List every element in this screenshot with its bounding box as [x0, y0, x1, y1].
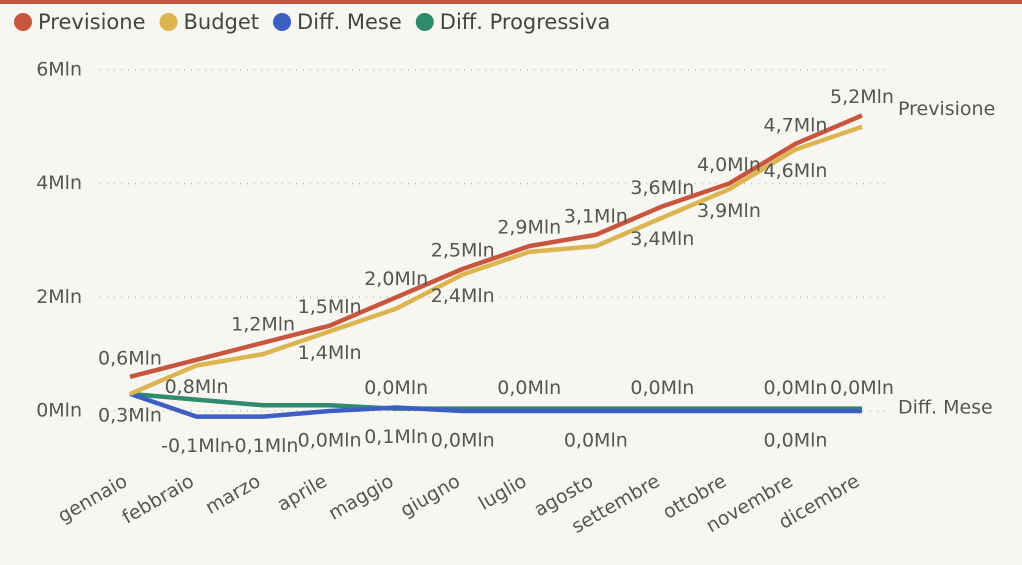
data-label: 2,0Mln [364, 268, 428, 290]
data-label: 1,2Mln [231, 313, 295, 335]
data-label: 0,0Mln [830, 377, 894, 399]
x-tick-label: gennaio [54, 470, 131, 527]
top-bar [0, 0, 1022, 4]
data-label: 3,6Mln [630, 177, 694, 199]
series-end-label: Diff. Mese [898, 396, 993, 418]
x-tick-label: febbraio [119, 470, 198, 528]
data-label: -0,1Mln [228, 435, 299, 457]
data-label: 0,0Mln [630, 377, 694, 399]
data-label: 2,9Mln [497, 217, 561, 239]
data-label: 3,9Mln [697, 200, 761, 222]
y-tick-label: 6Mln [36, 58, 82, 80]
data-label: 0,0Mln [763, 377, 827, 399]
data-label: 0,0Mln [497, 377, 561, 399]
legend-marker [415, 13, 434, 31]
legend-marker [273, 13, 292, 31]
series-line [129, 391, 862, 411]
y-tick-label: 0Mln [36, 399, 82, 421]
x-tick-label: giugno [397, 470, 464, 522]
legend-label: Diff. Mese [297, 10, 402, 34]
legend-label: Diff. Progressiva [440, 10, 611, 34]
data-label: 2,4Mln [431, 285, 495, 307]
data-label: 1,4Mln [298, 342, 362, 364]
data-label: 3,1Mln [564, 205, 628, 227]
series-end-label: Previsione [898, 98, 995, 120]
x-tick-label: maggio [325, 470, 398, 525]
data-label: 2,5Mln [431, 239, 495, 261]
data-label: 0,1Mln [364, 426, 428, 448]
data-label: 5,2Mln [830, 86, 894, 108]
data-label: 0,0Mln [564, 429, 628, 451]
data-label: 1,5Mln [298, 296, 362, 318]
data-label: 4,7Mln [763, 114, 827, 136]
series-line [129, 124, 863, 396]
legend-label: Previsione [38, 10, 146, 34]
data-label: 0,8Mln [165, 376, 229, 398]
data-label: 4,6Mln [763, 160, 827, 182]
series-line [129, 391, 862, 419]
data-label: 0,0Mln [298, 429, 362, 451]
legend-label: Budget [184, 10, 260, 34]
data-label: 0,0Mln [364, 377, 428, 399]
x-tick-label: marzo [202, 470, 265, 519]
legend-marker [159, 13, 178, 31]
data-label: 3,4Mln [630, 228, 694, 250]
data-label: 0,0Mln [431, 429, 495, 451]
data-label: 4,0Mln [697, 154, 761, 176]
data-label: -0,1Mln [161, 435, 232, 457]
y-tick-label: 4Mln [36, 172, 82, 194]
data-label: 0,0Mln [763, 429, 827, 451]
x-tick-label: luglio [475, 470, 531, 515]
data-label: 0,6Mln [98, 347, 162, 369]
series-line [129, 113, 863, 380]
data-label: 0,3Mln [98, 404, 162, 426]
legend-marker [14, 13, 32, 31]
x-tick-label: aprile [273, 470, 331, 516]
y-tick-label: 2Mln [36, 286, 82, 308]
